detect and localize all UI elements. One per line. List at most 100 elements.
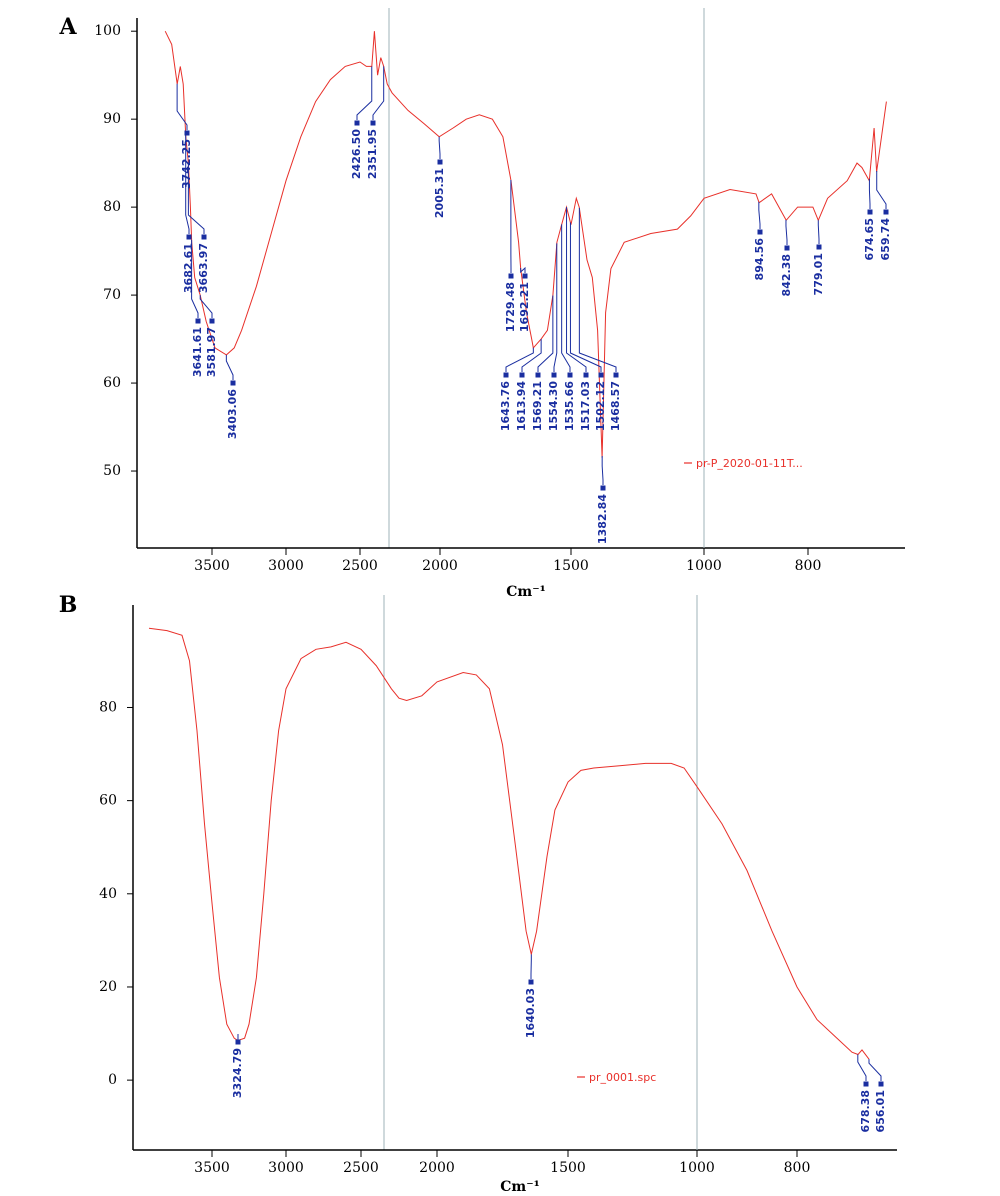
x-tick-label: 2500 [343, 1160, 379, 1176]
peak-leader [758, 201, 761, 229]
peak-label: 656.01 [874, 1090, 887, 1132]
x-tick-label: 3000 [268, 1160, 304, 1176]
peak-label: 678.38 [859, 1090, 872, 1132]
peak-marker [184, 130, 190, 136]
y-tick-label: 70 [103, 287, 121, 303]
peak-leader [566, 207, 587, 372]
y-tick-label: 20 [99, 979, 117, 995]
x-tick-label: 2000 [422, 558, 458, 574]
peak-label: 3742.25 [180, 139, 193, 189]
peak-label: 3663.97 [197, 243, 210, 293]
peak-label: 894.56 [753, 238, 766, 281]
peak-marker [883, 209, 889, 215]
panel-label: B [59, 592, 78, 618]
peak-label: 1569.21 [531, 381, 544, 431]
peak-label: 2005.31 [433, 168, 446, 218]
peak-marker [863, 1081, 869, 1087]
x-tick-label: 2500 [342, 558, 378, 574]
peak-marker [354, 120, 360, 126]
peak-label: 3324.79 [231, 1048, 244, 1098]
peak-leader [785, 219, 788, 245]
x-axis-label: Cm⁻¹ [500, 1179, 539, 1195]
peak-label: 3403.06 [226, 389, 239, 439]
peak-marker [535, 372, 541, 378]
y-tick-label: 50 [103, 463, 121, 479]
peak-leader [187, 163, 205, 234]
peak-leader [569, 222, 602, 372]
peak-label: 3581.97 [205, 327, 218, 377]
peak-marker [186, 234, 192, 240]
peak-label: 842.38 [780, 254, 793, 296]
peak-label: 1692.21 [518, 282, 531, 332]
peak-leader [356, 66, 373, 120]
y-tick-label: 90 [103, 111, 121, 127]
peak-label: 1643.76 [499, 381, 512, 431]
peak-marker [437, 159, 443, 165]
x-tick-label: 1000 [679, 1160, 715, 1176]
x-axis-label: Cm⁻¹ [506, 584, 545, 600]
peak-label: 1468.57 [609, 381, 622, 431]
peak-marker [508, 273, 514, 279]
peak-leader [520, 266, 526, 274]
peak-marker [600, 485, 606, 491]
peak-leader [199, 295, 213, 318]
peak-marker [370, 120, 376, 126]
peak-marker [235, 1039, 241, 1045]
peak-label: 674.65 [863, 218, 876, 260]
peak-marker [757, 229, 763, 235]
peak-marker [613, 372, 619, 378]
peak-label: 3641.61 [191, 327, 204, 377]
spectrum-line [148, 627, 870, 1060]
peak-leader [817, 220, 820, 244]
x-tick-label: 2000 [419, 1160, 455, 1176]
peak-marker [528, 979, 534, 985]
peak-marker [209, 318, 215, 324]
panel-label: A [58, 14, 77, 40]
peak-marker [816, 244, 822, 250]
y-tick-label: 80 [99, 699, 117, 715]
x-tick-label: 800 [795, 558, 822, 574]
peak-marker [867, 209, 873, 215]
legend-label: pr-P_2020-01-11T... [696, 457, 803, 470]
y-tick-label: 100 [94, 23, 121, 39]
peak-leader [537, 295, 554, 372]
peak-marker [784, 245, 790, 251]
peak-leader [521, 339, 542, 372]
peak-label: 659.74 [879, 218, 892, 261]
peak-leader [176, 83, 188, 130]
peak-marker [201, 234, 207, 240]
peak-leader [191, 239, 199, 318]
peak-marker [519, 372, 525, 378]
x-tick-label: 3000 [268, 558, 304, 574]
x-tick-label: 1500 [553, 558, 589, 574]
peak-label: 1517.03 [579, 381, 592, 431]
peak-label: 1554.30 [547, 381, 560, 431]
peak-label: 1382.84 [596, 494, 609, 544]
peak-marker [230, 380, 236, 386]
peak-leader [505, 347, 534, 372]
peak-leader [225, 354, 234, 380]
x-tick-label: 1000 [686, 558, 722, 574]
peak-leader [857, 1054, 867, 1081]
x-tick-label: 3500 [194, 558, 230, 574]
peak-leader [438, 136, 441, 159]
spectrum-line [164, 30, 887, 458]
peak-label: 1640.03 [524, 988, 537, 1038]
peak-leader [868, 1059, 882, 1081]
peak-label: 2426.50 [350, 129, 363, 179]
peak-marker [522, 273, 528, 279]
peak-label: 1729.48 [504, 282, 517, 332]
peak-marker [583, 372, 589, 378]
legend-label: pr_0001.spc [589, 1071, 656, 1084]
peak-label: 1535.66 [563, 381, 576, 431]
y-tick-label: 0 [108, 1072, 117, 1088]
peak-leader [561, 224, 571, 372]
peak-label: 1502.12 [594, 381, 607, 431]
peak-marker [567, 372, 573, 378]
peak-leader [553, 243, 558, 372]
x-tick-label: 800 [784, 1160, 811, 1176]
peak-label: 3682.61 [182, 243, 195, 293]
peak-leader [601, 456, 604, 485]
peak-marker [878, 1081, 884, 1087]
